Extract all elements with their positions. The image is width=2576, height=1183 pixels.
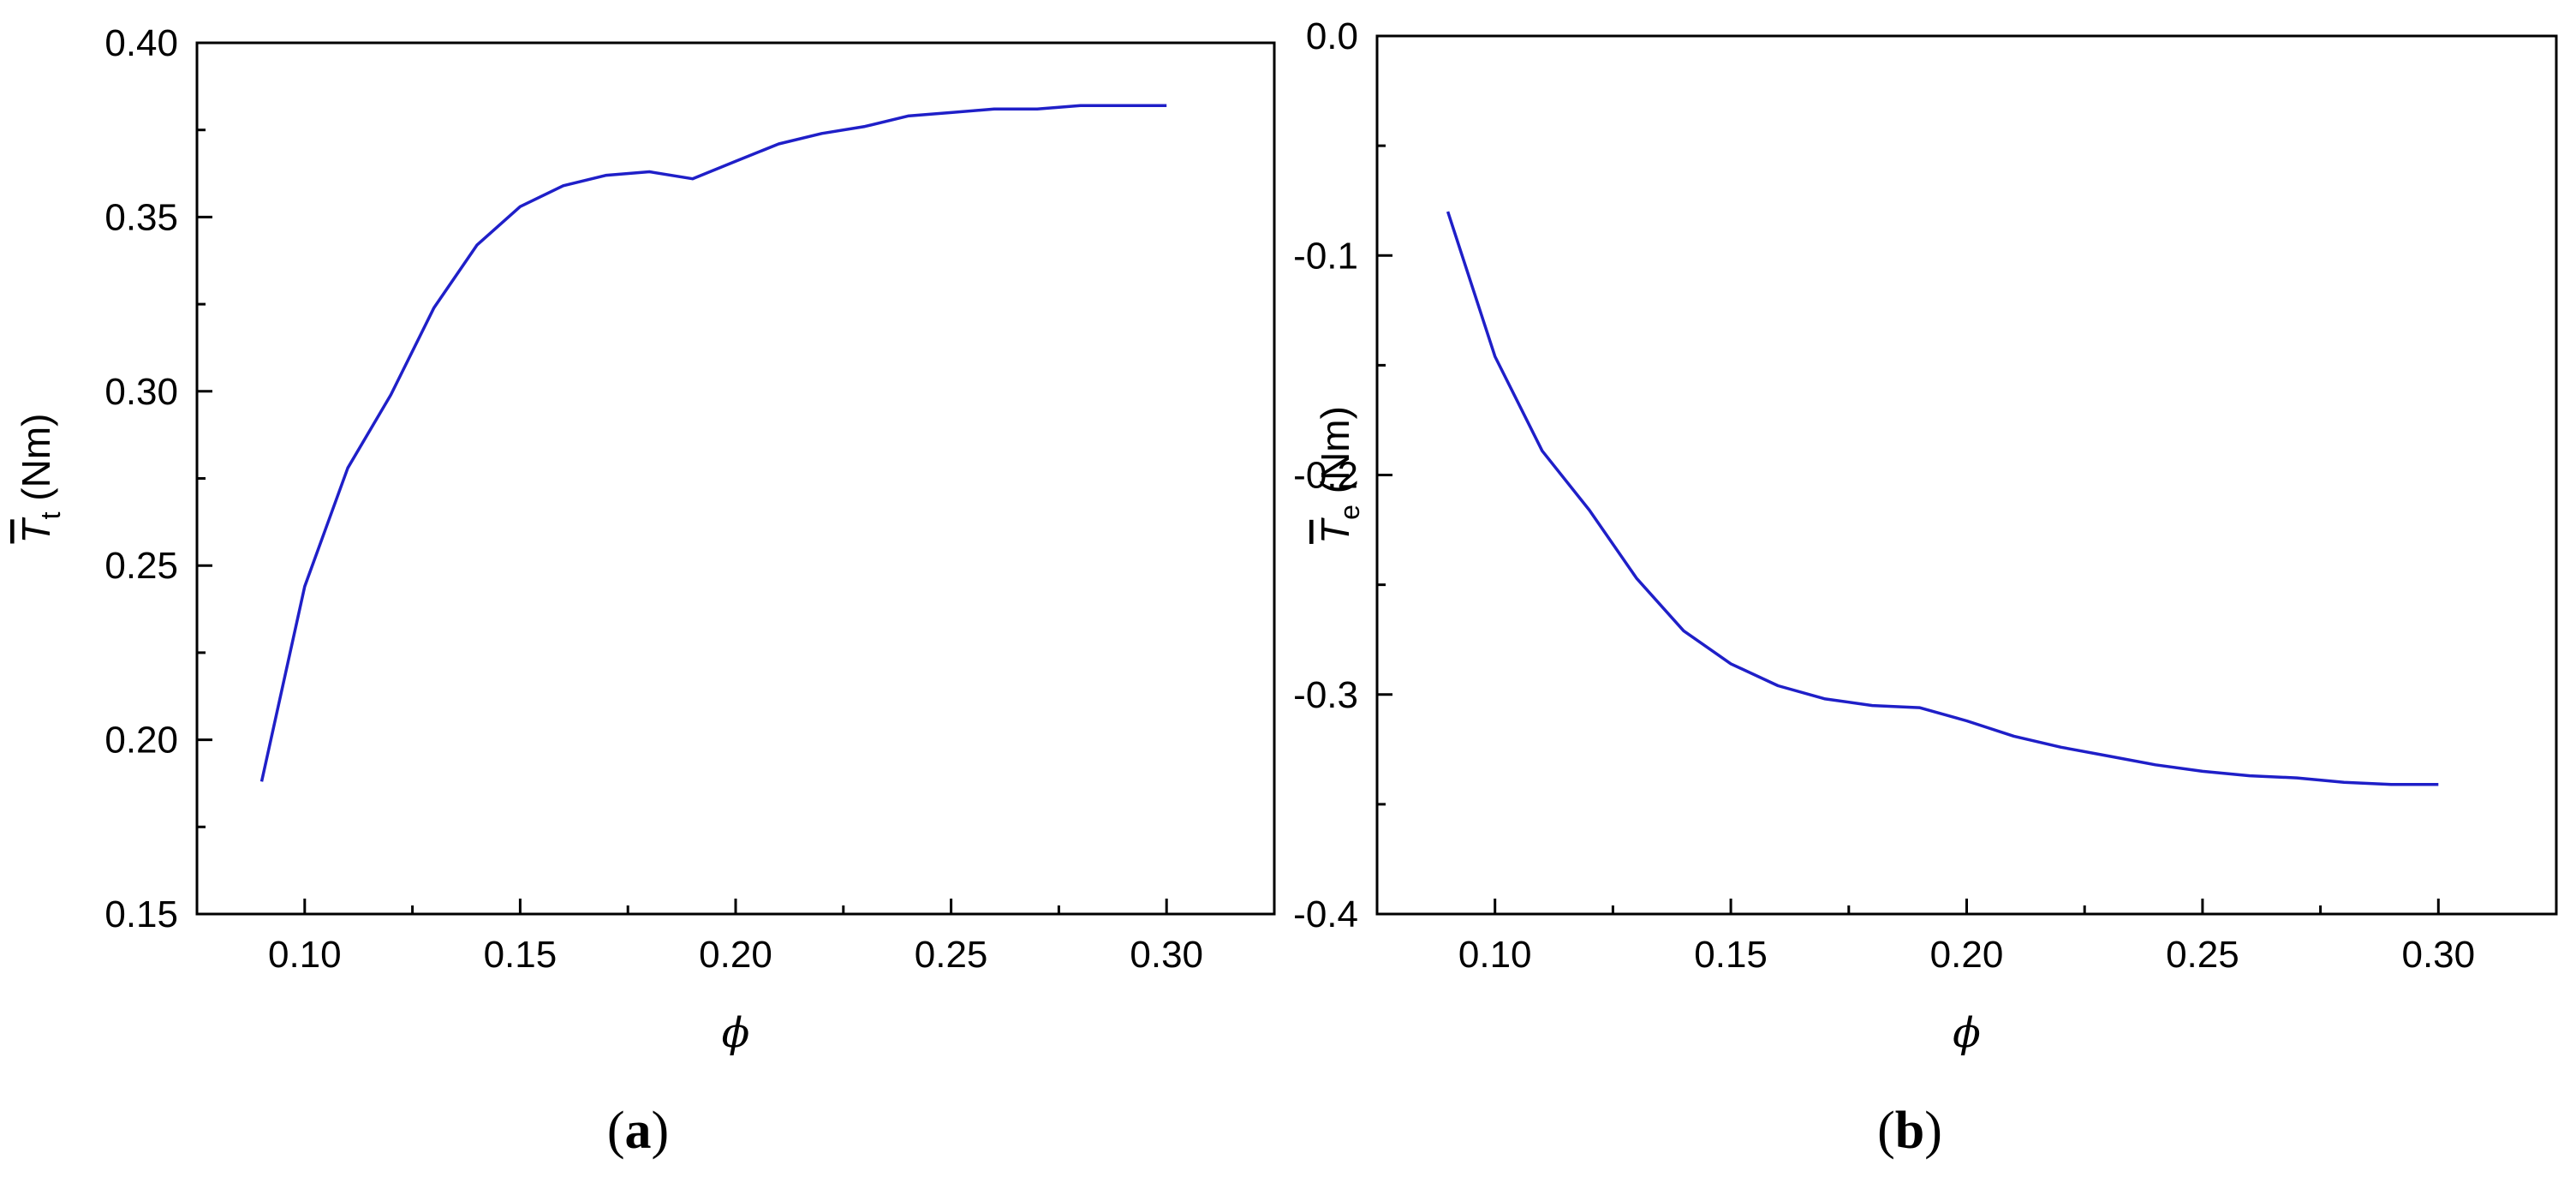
y-axis-unit: (Nm): [14, 414, 58, 512]
y-tick-label: -0.3: [1293, 674, 1358, 716]
x-tick-label: 0.15: [484, 934, 558, 976]
y-tick-label: 0.20: [104, 720, 178, 762]
panel-label-open: (: [607, 1102, 625, 1160]
y-axis-unit: (Nm): [1313, 406, 1357, 505]
y-axis-title: Te (Nm): [1313, 406, 1365, 544]
x-axis-title: ϕ: [1953, 1009, 1981, 1057]
x-tick-label: 0.25: [915, 934, 988, 976]
x-axis-title: ϕ: [722, 1009, 750, 1057]
panel-label: (b): [1877, 1102, 1942, 1160]
y-axis-title-text: Tt (Nm): [14, 414, 66, 544]
x-tick-label: 0.10: [1458, 934, 1532, 976]
panel-label-letter: a: [625, 1102, 652, 1160]
y-tick-label: 0.40: [104, 22, 178, 64]
chart-panel-b: 0.10 0.15 0.20 0.25 0.30 -0.4 -0.3 -0.2 -0.1 0.0 ϕ…: [1293, 15, 2558, 1160]
y-tick-label: -0.4: [1293, 893, 1358, 935]
x-tick-label: 0.15: [1694, 934, 1768, 976]
y-tick-label: 0.0: [1306, 15, 1358, 57]
y-tick-label: 0.15: [104, 893, 178, 935]
x-tick-label: 0.30: [2401, 934, 2475, 976]
panel-label-letter: b: [1895, 1102, 1924, 1160]
y-axis-title-text: Te (Nm): [1313, 406, 1365, 544]
panel-label-open: (: [1877, 1102, 1895, 1160]
y-tick-label: -0.2: [1293, 455, 1358, 497]
plot-frame: [1375, 34, 2558, 916]
y-axis-symbol: T: [1313, 517, 1357, 544]
x-tick-label: 0.30: [1130, 934, 1203, 976]
x-tick-label: 0.10: [268, 934, 342, 976]
plot-frame: [195, 41, 1276, 916]
x-tick-label: 0.25: [2166, 934, 2239, 976]
y-axis-subscript: e: [1334, 505, 1365, 520]
y-tick-label: -0.1: [1293, 235, 1358, 277]
x-tick-label: 0.20: [699, 934, 772, 976]
y-axis-title: Tt (Nm): [14, 414, 66, 544]
panel-label-close: ): [1924, 1102, 1942, 1160]
y-axis-symbol: T: [14, 517, 58, 543]
y-tick-label: 0.30: [104, 371, 178, 413]
data-line: [1446, 211, 2439, 786]
y-tick-label: 0.35: [104, 196, 178, 238]
y-tick-label: 0.25: [104, 545, 178, 587]
y-axis-subscript: t: [35, 511, 66, 519]
x-tick-label: 0.20: [1930, 934, 2004, 976]
panel-label-close: ): [652, 1102, 670, 1160]
panel-label: (a): [607, 1102, 669, 1160]
data-line: [259, 104, 1167, 782]
chart-panel-a: 0.10 0.15 0.20 0.25 0.30 0.15 0.20 0.25 0.30 0.35…: [14, 22, 1276, 1160]
